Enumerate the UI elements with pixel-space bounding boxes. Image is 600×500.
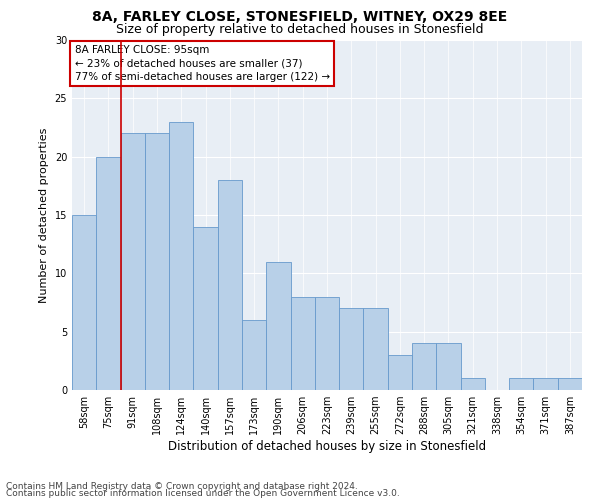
Bar — [364, 308, 388, 390]
Bar — [339, 308, 364, 390]
Bar — [533, 378, 558, 390]
Bar — [266, 262, 290, 390]
Bar — [193, 226, 218, 390]
Bar — [315, 296, 339, 390]
Bar — [412, 344, 436, 390]
Bar — [509, 378, 533, 390]
Bar — [169, 122, 193, 390]
Bar — [388, 355, 412, 390]
Bar — [96, 156, 121, 390]
Text: 8A, FARLEY CLOSE, STONESFIELD, WITNEY, OX29 8EE: 8A, FARLEY CLOSE, STONESFIELD, WITNEY, O… — [92, 10, 508, 24]
Y-axis label: Number of detached properties: Number of detached properties — [39, 128, 49, 302]
X-axis label: Distribution of detached houses by size in Stonesfield: Distribution of detached houses by size … — [168, 440, 486, 453]
Text: Contains HM Land Registry data © Crown copyright and database right 2024.: Contains HM Land Registry data © Crown c… — [6, 482, 358, 491]
Bar — [461, 378, 485, 390]
Bar — [436, 344, 461, 390]
Text: Size of property relative to detached houses in Stonesfield: Size of property relative to detached ho… — [116, 22, 484, 36]
Bar — [218, 180, 242, 390]
Bar — [290, 296, 315, 390]
Bar — [242, 320, 266, 390]
Bar — [145, 134, 169, 390]
Bar — [558, 378, 582, 390]
Bar — [121, 134, 145, 390]
Text: Contains public sector information licensed under the Open Government Licence v3: Contains public sector information licen… — [6, 490, 400, 498]
Text: 8A FARLEY CLOSE: 95sqm
← 23% of detached houses are smaller (37)
77% of semi-det: 8A FARLEY CLOSE: 95sqm ← 23% of detached… — [74, 46, 329, 82]
Bar — [72, 215, 96, 390]
